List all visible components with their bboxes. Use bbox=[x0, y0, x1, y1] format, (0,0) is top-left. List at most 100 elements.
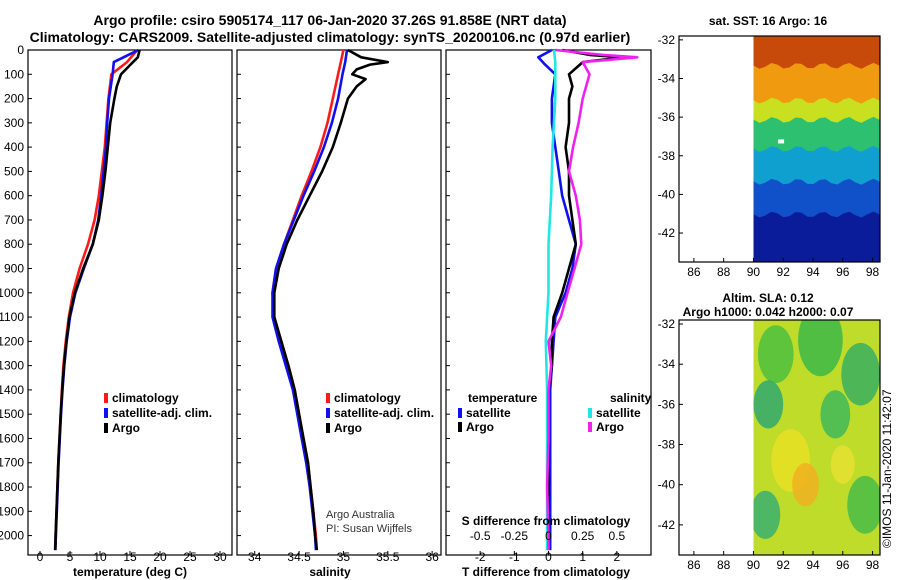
depth-tick-label: 800 bbox=[4, 237, 24, 251]
sst-map-ytick-label: -42 bbox=[658, 226, 676, 240]
sla-map-blob bbox=[792, 463, 819, 507]
sla-map-field bbox=[753, 320, 881, 555]
difference-legend-label: Argo bbox=[596, 420, 624, 434]
sst-map-xtick-label: 94 bbox=[806, 265, 820, 279]
sst-map-title: sat. SST: 16 Argo: 16 bbox=[709, 14, 828, 28]
sla-map-blob bbox=[757, 325, 794, 384]
sst-map-xtick-label: 90 bbox=[747, 265, 761, 279]
temperature-legend-label: satellite-adj. clim. bbox=[112, 406, 212, 420]
temperature-series-climatology bbox=[53, 49, 139, 551]
depth-tick-label: 1200 bbox=[0, 334, 24, 348]
sst-map-profile-marker bbox=[778, 139, 785, 144]
sla-map-ytick-label: -38 bbox=[658, 438, 676, 452]
depth-tick-label: 1500 bbox=[0, 407, 24, 421]
sla-map-blob bbox=[753, 490, 781, 539]
depth-tick-label: 100 bbox=[4, 67, 24, 81]
sst-map-band bbox=[753, 145, 880, 188]
sla-map-blob bbox=[798, 320, 843, 377]
salinity-annotation-2: PI: Susan Wijffels bbox=[326, 523, 412, 535]
salinity-legend-swatch bbox=[326, 423, 330, 433]
sst-map-xtick-label: 96 bbox=[836, 265, 850, 279]
sla-map-blob bbox=[753, 380, 784, 429]
salinity-legend-label: satellite-adj. clim. bbox=[334, 406, 434, 420]
depth-tick-label: 1000 bbox=[0, 286, 24, 300]
difference-xtick-label: -1 bbox=[509, 550, 520, 564]
difference-top-tick-label: -0.25 bbox=[501, 529, 529, 543]
temperature-xlabel: temperature (deg C) bbox=[73, 565, 187, 579]
sla-map-subtitle: Argo h1000: 0.042 h2000: 0.07 bbox=[683, 305, 854, 319]
sst-map-xtick-label: 86 bbox=[687, 265, 701, 279]
sla-map-xtick-label: 92 bbox=[777, 558, 791, 572]
depth-tick-label: 700 bbox=[4, 213, 24, 227]
depth-tick-label: 1800 bbox=[0, 480, 24, 494]
sst-map-band bbox=[753, 211, 880, 262]
depth-tick-label: 1600 bbox=[0, 431, 24, 445]
salinity-panel bbox=[236, 49, 442, 556]
sla-map-blob bbox=[847, 475, 881, 534]
sst-map-ytick-label: -38 bbox=[658, 149, 676, 163]
difference-xlabel-top: S difference from climatology bbox=[462, 514, 631, 528]
salinity-legend-swatch bbox=[326, 393, 330, 403]
sla-map-blob bbox=[820, 390, 851, 439]
difference-series-temperature-argo bbox=[547, 48, 626, 551]
salinity-xtick-label: 35.5 bbox=[376, 550, 400, 564]
sst-map-xtick-label: 88 bbox=[717, 265, 731, 279]
sla-map-xtick-label: 86 bbox=[687, 558, 701, 572]
sla-map-ytick-label: -40 bbox=[658, 478, 676, 492]
depth-tick-label: 1400 bbox=[0, 383, 24, 397]
sla-map-ytick-label: -34 bbox=[658, 357, 676, 371]
difference-xtick-label: 2 bbox=[613, 550, 620, 564]
sst-map-ytick-label: -36 bbox=[658, 110, 676, 124]
depth-tick-label: 400 bbox=[4, 140, 24, 154]
difference-series-salinity-argo bbox=[545, 48, 639, 551]
title-line-1: Argo profile: csiro 5905174_117 06-Jan-2… bbox=[93, 12, 566, 28]
temperature-legend-label: Argo bbox=[112, 421, 140, 435]
salinity-xtick-label: 35 bbox=[337, 550, 351, 564]
salinity-legend-swatch bbox=[326, 408, 330, 418]
sst-map-band bbox=[753, 36, 880, 72]
depth-tick-label: 900 bbox=[4, 262, 24, 276]
sla-map-xtick-label: 88 bbox=[717, 558, 731, 572]
sst-map-ytick-label: -32 bbox=[658, 33, 676, 47]
salinity-annotation-1: Argo Australia bbox=[326, 509, 395, 521]
sst-map-ytick-label: -40 bbox=[658, 187, 676, 201]
title-line-2: Climatology: CARS2009. Satellite-adjuste… bbox=[30, 29, 631, 45]
temperature-xtick-label: 0 bbox=[37, 550, 44, 564]
difference-xtick-label: 1 bbox=[579, 550, 586, 564]
sla-map-title: Altim. SLA: 0.12 bbox=[722, 291, 814, 305]
difference-legend-label: satellite bbox=[596, 406, 641, 420]
sst-map-frame bbox=[678, 35, 881, 263]
depth-tick-label: 1100 bbox=[0, 310, 24, 324]
salinity-series-satellite-adj-clim- bbox=[271, 49, 349, 551]
temperature-series-argo bbox=[54, 49, 141, 551]
difference-series-temperature-satellite bbox=[536, 48, 578, 551]
temperature-legend-label: climatology bbox=[112, 391, 179, 405]
temperature-xtick-label: 5 bbox=[67, 550, 74, 564]
imos-timestamp: ©IMOS 11-Jan-2020 11:42:07 bbox=[880, 389, 894, 548]
temperature-legend-swatch bbox=[104, 408, 108, 418]
difference-legend-swatch bbox=[458, 422, 462, 432]
difference-top-tick-label: 0 bbox=[545, 529, 552, 543]
depth-tick-label: 200 bbox=[4, 92, 24, 106]
depth-tick-label: 500 bbox=[4, 164, 24, 178]
difference-legend-label: Argo bbox=[466, 420, 494, 434]
sla-map-ytick-label: -36 bbox=[658, 397, 676, 411]
profile-plots: 0100200300400500600700800900100011001200… bbox=[0, 43, 652, 564]
sla-map-ytick-label: -42 bbox=[658, 518, 676, 532]
difference-top-tick-label: -0.5 bbox=[470, 529, 491, 543]
sst-map-xtick-label: 92 bbox=[777, 265, 791, 279]
temperature-legend-swatch bbox=[104, 423, 108, 433]
depth-tick-label: 1300 bbox=[0, 359, 24, 373]
sla-map-xtick-label: 90 bbox=[747, 558, 761, 572]
maps: -32 -34 -36 -38 -40 -42 86 88 90 92 94 96 98 -32 -34 -3… bbox=[658, 33, 881, 572]
difference-xtick-label: -2 bbox=[475, 550, 486, 564]
difference-xlabel: T difference from climatology bbox=[462, 565, 630, 579]
salinity-legend-label: climatology bbox=[334, 391, 401, 405]
salinity-xtick-label: 34.5 bbox=[287, 550, 311, 564]
temperature-xtick-label: 25 bbox=[183, 550, 197, 564]
sst-map-band bbox=[753, 62, 880, 107]
salinity-xlabel: salinity bbox=[309, 565, 351, 579]
sla-map-xtick-label: 96 bbox=[836, 558, 850, 572]
temperature-legend-swatch bbox=[104, 393, 108, 403]
